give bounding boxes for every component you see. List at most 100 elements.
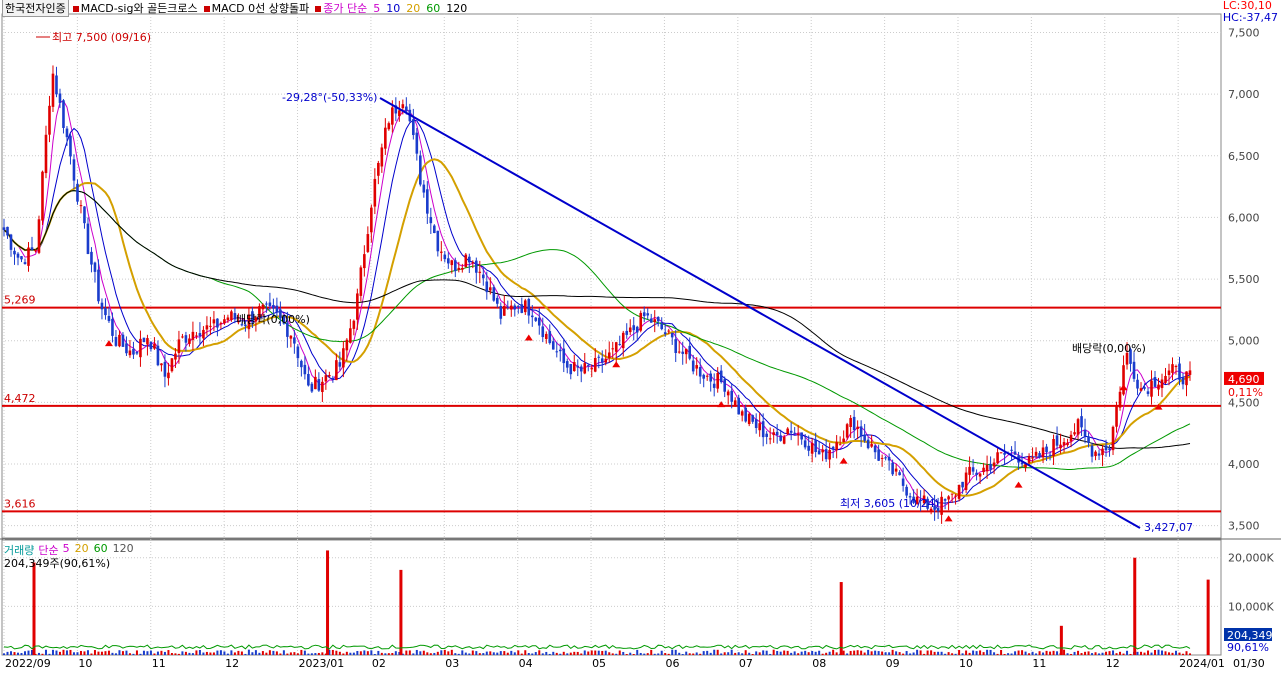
candle-body bbox=[261, 304, 265, 310]
candle-body bbox=[387, 123, 391, 130]
volume-bar bbox=[590, 650, 593, 655]
volume-bar bbox=[244, 653, 247, 655]
volume-bar bbox=[856, 650, 859, 655]
candle-body bbox=[1052, 438, 1055, 456]
candle-body bbox=[142, 337, 146, 343]
candle-body bbox=[600, 358, 604, 363]
stock-title[interactable]: 한국전자인증 bbox=[2, 0, 69, 17]
volume-bar bbox=[1143, 652, 1146, 655]
volume-bar bbox=[678, 652, 681, 655]
candle-body bbox=[139, 338, 142, 358]
volume-bar bbox=[468, 653, 471, 655]
candle-body bbox=[72, 159, 76, 181]
trend-end-label: 3,427,07 bbox=[1144, 521, 1193, 534]
volume-bar bbox=[744, 650, 747, 655]
candle-body bbox=[688, 345, 692, 359]
candle-body bbox=[454, 260, 457, 272]
volume-bar bbox=[30, 649, 33, 655]
candle-body bbox=[314, 376, 317, 390]
x-tick-15: 12 bbox=[1106, 657, 1120, 670]
legend-item-1[interactable]: MACD 0선 상향돌파 bbox=[203, 0, 309, 16]
x-tick-12: 09 bbox=[886, 657, 900, 670]
x-tick-0: 2022/09 bbox=[5, 657, 51, 670]
signal-arrow-7 bbox=[1119, 384, 1128, 391]
candle-body bbox=[219, 322, 223, 324]
volume-bar bbox=[9, 651, 12, 655]
candle-body bbox=[929, 508, 933, 512]
volume-bar bbox=[1140, 651, 1143, 655]
volume-bar bbox=[100, 651, 103, 655]
candle-body bbox=[691, 360, 695, 372]
price-tick-3: 6,000 bbox=[1228, 211, 1260, 224]
candle-body bbox=[744, 407, 747, 422]
candle-body bbox=[964, 472, 968, 490]
volume-bar bbox=[20, 653, 23, 655]
candle-body bbox=[1136, 379, 1139, 389]
volume-bar bbox=[443, 649, 446, 655]
candle-body bbox=[461, 268, 464, 270]
candle-body bbox=[41, 171, 44, 221]
volume-bar bbox=[317, 652, 320, 655]
volume-bar bbox=[303, 650, 306, 655]
price-tick-4: 5,500 bbox=[1228, 273, 1260, 286]
candle-body bbox=[586, 365, 590, 367]
volume-bar bbox=[1066, 653, 1069, 655]
candle-body bbox=[1045, 446, 1048, 453]
candle-body bbox=[384, 127, 387, 149]
candle-body bbox=[891, 462, 894, 475]
candle-body bbox=[366, 234, 370, 252]
volume-bar bbox=[1154, 650, 1157, 655]
volume-bar bbox=[6, 651, 9, 655]
candle-body bbox=[338, 362, 342, 367]
volume-bar bbox=[1122, 653, 1125, 655]
candle-body bbox=[782, 436, 786, 444]
candle-body bbox=[628, 327, 632, 333]
candle-body bbox=[226, 317, 230, 321]
volume-bar bbox=[489, 651, 492, 655]
candle-body bbox=[821, 449, 824, 453]
volume-bar bbox=[471, 650, 474, 655]
price-grid bbox=[0, 13, 1281, 656]
candle-body bbox=[125, 343, 128, 354]
volume-bar bbox=[48, 653, 51, 655]
volume-bar bbox=[51, 649, 54, 655]
volume-bar bbox=[58, 651, 61, 655]
candle-body bbox=[961, 481, 964, 488]
legend-item-2[interactable]: 종가 단순 bbox=[315, 0, 367, 16]
candle-body bbox=[317, 379, 321, 391]
volume-bar bbox=[485, 651, 488, 655]
volume-current-badge bbox=[1224, 628, 1272, 641]
candle-body bbox=[342, 348, 345, 368]
candle-body bbox=[377, 162, 380, 176]
candle-body bbox=[265, 303, 268, 305]
volume-bar bbox=[776, 651, 779, 655]
volume-bar bbox=[569, 652, 572, 655]
volume-bar bbox=[1157, 649, 1160, 655]
candle-body bbox=[51, 73, 55, 107]
current-price-label: 4,690 bbox=[1228, 373, 1260, 386]
candle-body bbox=[880, 457, 884, 459]
volume-bar bbox=[793, 651, 796, 655]
candle-body bbox=[230, 311, 233, 320]
volume-bar bbox=[898, 652, 901, 655]
legend-item-0[interactable]: MACD-sig와 골든크로스 bbox=[72, 0, 198, 16]
candle-body bbox=[775, 431, 779, 436]
candle-body bbox=[852, 416, 856, 431]
volume-bar bbox=[328, 649, 331, 655]
volume-bar bbox=[153, 653, 156, 655]
candle-body bbox=[544, 333, 548, 340]
volume-bar bbox=[916, 649, 919, 655]
candle-body bbox=[167, 372, 170, 379]
volume-bar bbox=[597, 650, 600, 655]
candle-body bbox=[468, 256, 471, 263]
volume-bar bbox=[1070, 653, 1073, 655]
candle-body bbox=[128, 350, 132, 356]
x-tick-11: 08 bbox=[812, 657, 826, 670]
volume-bar bbox=[702, 651, 705, 655]
candle-body bbox=[244, 324, 247, 327]
volume-bar bbox=[370, 650, 373, 655]
volume-bar bbox=[926, 650, 929, 655]
volume-bar bbox=[223, 651, 226, 655]
